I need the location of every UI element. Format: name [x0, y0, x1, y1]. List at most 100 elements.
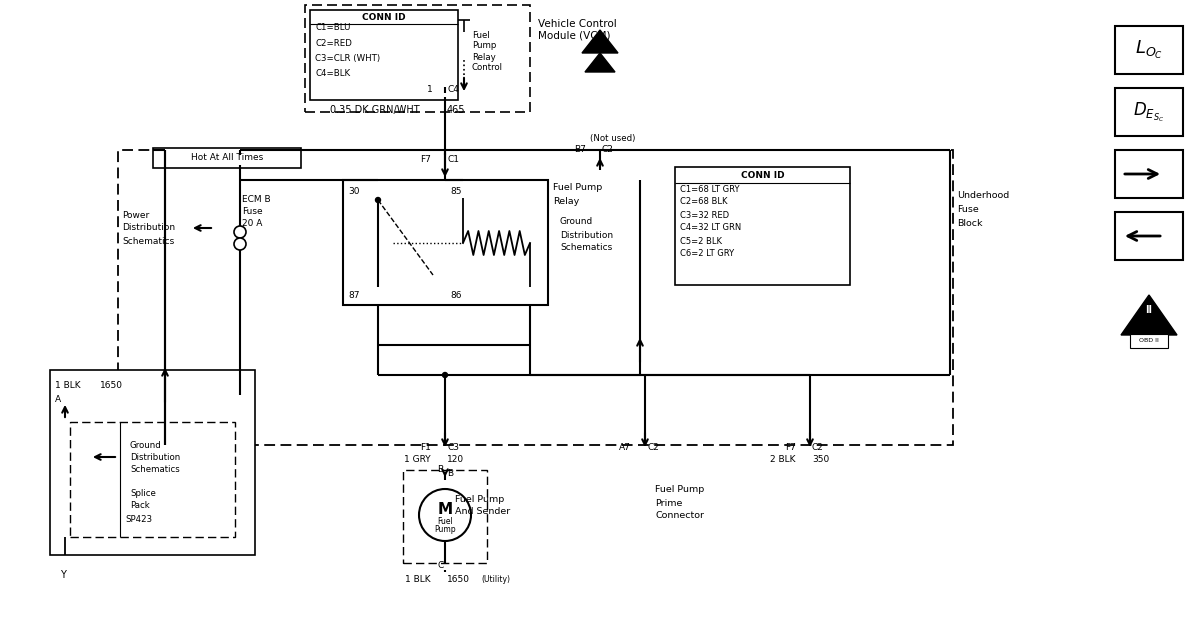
Text: $L_{O_C}$: $L_{O_C}$ — [1135, 39, 1163, 61]
Text: Splice: Splice — [130, 488, 156, 498]
Text: ECM B: ECM B — [242, 195, 271, 205]
Text: 1: 1 — [427, 86, 433, 94]
Text: And Sender: And Sender — [455, 508, 510, 517]
Text: Connector: Connector — [655, 512, 704, 520]
Text: 350: 350 — [812, 455, 829, 464]
Text: Fuel: Fuel — [437, 517, 452, 527]
Text: C3=32 RED: C3=32 RED — [680, 210, 730, 219]
Text: C5=2 BLK: C5=2 BLK — [680, 236, 722, 246]
Bar — [310, 10, 458, 100]
Text: 1 BLK: 1 BLK — [55, 381, 80, 389]
Text: 20 A: 20 A — [242, 219, 263, 229]
Text: 465: 465 — [446, 105, 466, 115]
Text: F7: F7 — [785, 442, 796, 452]
Text: (Not used): (Not used) — [590, 134, 635, 142]
Circle shape — [234, 226, 246, 238]
Text: B: B — [437, 466, 443, 474]
Text: OBD II: OBD II — [1139, 338, 1159, 343]
Text: Relay: Relay — [553, 197, 580, 207]
Text: SP423: SP423 — [125, 515, 152, 524]
Text: M: M — [438, 503, 452, 517]
Text: Distribution: Distribution — [122, 224, 175, 232]
Text: C2: C2 — [812, 442, 824, 452]
Text: C2: C2 — [602, 146, 614, 154]
Bar — [1115, 212, 1183, 260]
Text: C1=BLU: C1=BLU — [314, 23, 350, 33]
Bar — [1115, 150, 1183, 198]
Text: 30: 30 — [348, 188, 360, 197]
Bar — [674, 167, 850, 285]
Text: Pack: Pack — [130, 500, 150, 510]
Bar — [70, 422, 235, 537]
Bar — [305, 5, 530, 112]
Polygon shape — [1121, 295, 1177, 335]
Text: F7: F7 — [420, 156, 431, 164]
Text: Control: Control — [472, 64, 503, 72]
Text: CONN ID: CONN ID — [362, 13, 406, 21]
Text: Hot At All Times: Hot At All Times — [191, 154, 263, 163]
Text: Underhood: Underhood — [958, 190, 1009, 200]
Text: Schematics: Schematics — [130, 466, 180, 474]
Bar — [403, 470, 487, 563]
Polygon shape — [582, 30, 618, 53]
Text: II: II — [1146, 305, 1152, 315]
Circle shape — [376, 197, 380, 202]
Text: 86: 86 — [450, 290, 462, 299]
Text: Fuel Pump: Fuel Pump — [655, 486, 704, 495]
Text: 87: 87 — [348, 290, 360, 299]
Text: Fuse: Fuse — [958, 205, 979, 214]
Bar — [343, 180, 548, 305]
Bar — [118, 150, 953, 445]
Text: Power: Power — [122, 210, 149, 219]
Text: C3: C3 — [446, 442, 458, 452]
Text: C2: C2 — [647, 442, 659, 452]
Bar — [1115, 88, 1183, 136]
Circle shape — [443, 372, 448, 377]
Circle shape — [234, 238, 246, 250]
Polygon shape — [586, 53, 616, 72]
Text: Schematics: Schematics — [560, 244, 612, 253]
Text: C4=32 LT GRN: C4=32 LT GRN — [680, 224, 742, 232]
Text: Schematics: Schematics — [122, 236, 174, 246]
Text: Y: Y — [60, 570, 66, 580]
Text: Pump: Pump — [434, 525, 456, 534]
Text: C1=68 LT GRY: C1=68 LT GRY — [680, 185, 739, 193]
Text: Fuse: Fuse — [242, 207, 263, 217]
Text: Distribution: Distribution — [130, 452, 180, 462]
Text: 120: 120 — [446, 455, 464, 464]
Text: B7: B7 — [574, 146, 586, 154]
Text: Block: Block — [958, 219, 983, 227]
Bar — [1130, 334, 1168, 348]
Text: F1: F1 — [420, 442, 431, 452]
Text: 1650: 1650 — [100, 381, 124, 389]
Text: 2 BLK: 2 BLK — [770, 455, 796, 464]
Text: CONN ID: CONN ID — [740, 171, 785, 180]
Text: $D_{E_{S_C}}$: $D_{E_{S_C}}$ — [1133, 100, 1165, 123]
Text: Prime: Prime — [655, 498, 683, 508]
Text: 0.35 DK GRN/WHT: 0.35 DK GRN/WHT — [330, 105, 420, 115]
Text: C4: C4 — [446, 86, 458, 94]
Text: 1650: 1650 — [446, 575, 470, 585]
Text: C2=RED: C2=RED — [314, 38, 352, 47]
Text: 1 BLK: 1 BLK — [406, 575, 431, 585]
Text: Fuel: Fuel — [472, 30, 490, 40]
Text: A7: A7 — [619, 442, 631, 452]
Text: Relay: Relay — [472, 52, 496, 62]
Text: A: A — [55, 396, 61, 404]
Text: C1: C1 — [446, 156, 458, 164]
Text: 85: 85 — [450, 188, 462, 197]
Text: (Utility): (Utility) — [481, 575, 510, 585]
Circle shape — [419, 489, 470, 541]
Text: C3=CLR (WHT): C3=CLR (WHT) — [314, 54, 380, 62]
Text: Fuel Pump: Fuel Pump — [455, 496, 504, 505]
Text: Distribution: Distribution — [560, 231, 613, 239]
Bar — [50, 370, 256, 555]
Text: Vehicle Control: Vehicle Control — [538, 19, 617, 29]
Bar — [1115, 26, 1183, 74]
Text: C6=2 LT GRY: C6=2 LT GRY — [680, 249, 734, 258]
Text: Pump: Pump — [472, 42, 497, 50]
Text: C: C — [437, 561, 443, 571]
Bar — [154, 148, 301, 168]
Text: C2=68 BLK: C2=68 BLK — [680, 197, 727, 207]
Text: C4=BLK: C4=BLK — [314, 69, 350, 77]
